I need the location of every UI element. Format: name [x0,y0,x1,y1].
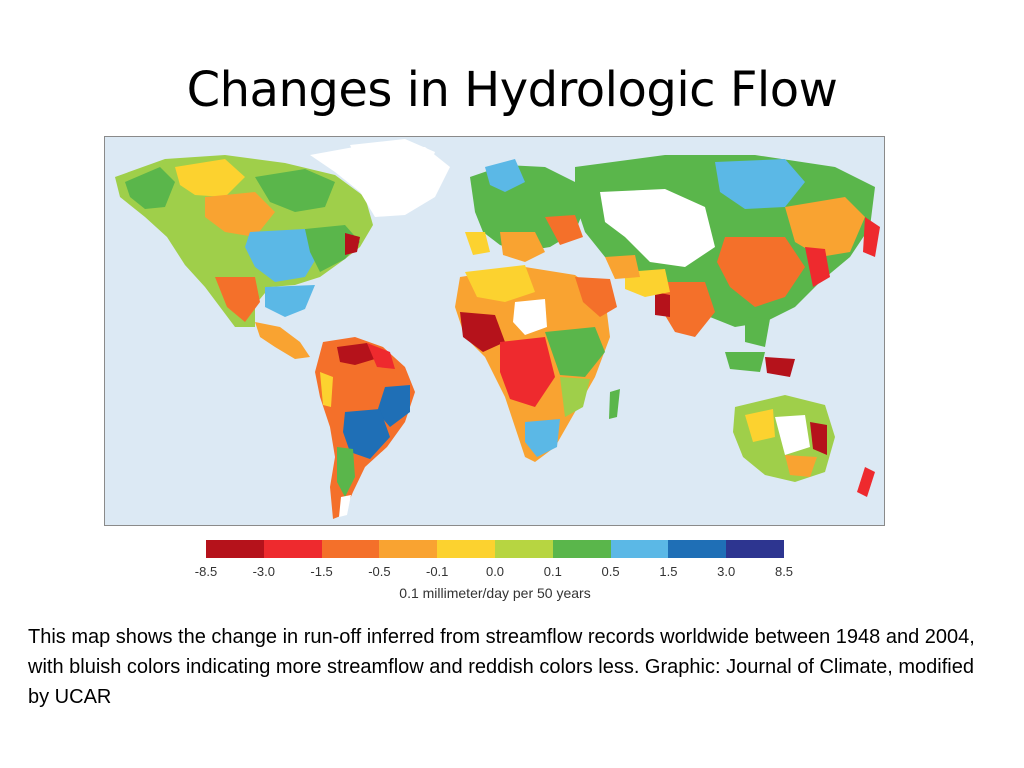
legend-swatch [552,540,611,558]
legend-swatch [321,540,380,558]
legend-unit-label: 0.1 millimeter/day per 50 years [399,585,591,601]
asia [575,155,880,377]
legend-swatch [726,540,784,558]
legend-swatch [379,540,438,558]
europe [465,159,585,262]
legend-swatch [263,540,322,558]
legend-swatch [610,540,669,558]
map-svg [105,137,884,525]
legend-tick-label: -8.5 [194,564,218,579]
legend-swatch [668,540,727,558]
legend: -8.5 -3.0 -1.5 -0.5 -0.1 0.0 0.1 0.5 1.5 3.0 8.5 0… [195,540,793,601]
legend-tick-label: 8.5 [774,564,794,579]
slide-title: Changes in Hydrologic Flow [186,62,838,118]
legend-tick-label: 0.5 [601,564,620,579]
legend-tick-label: 3.0 [717,564,736,579]
world-runoff-map [104,136,885,526]
greenland [350,139,435,187]
legend-tick-label: -1.5 [310,564,333,579]
africa [455,265,620,462]
legend-tick-label: -0.1 [425,564,449,579]
legend-swatch [437,540,495,558]
legend-tick-label: 1.5 [659,564,678,579]
legend-tick-label: 0.0 [485,564,505,579]
south-america [315,337,415,519]
legend-tick-label: -0.5 [368,564,391,579]
slide-caption: This map shows the change in run-off inf… [28,626,975,708]
legend-swatch [206,540,264,558]
legend-tick-label: 0.1 [543,564,562,579]
legend-tick-label: -3.0 [252,564,275,579]
australia [733,395,875,497]
legend-color-bar [206,540,784,558]
legend-swatch [494,540,553,558]
